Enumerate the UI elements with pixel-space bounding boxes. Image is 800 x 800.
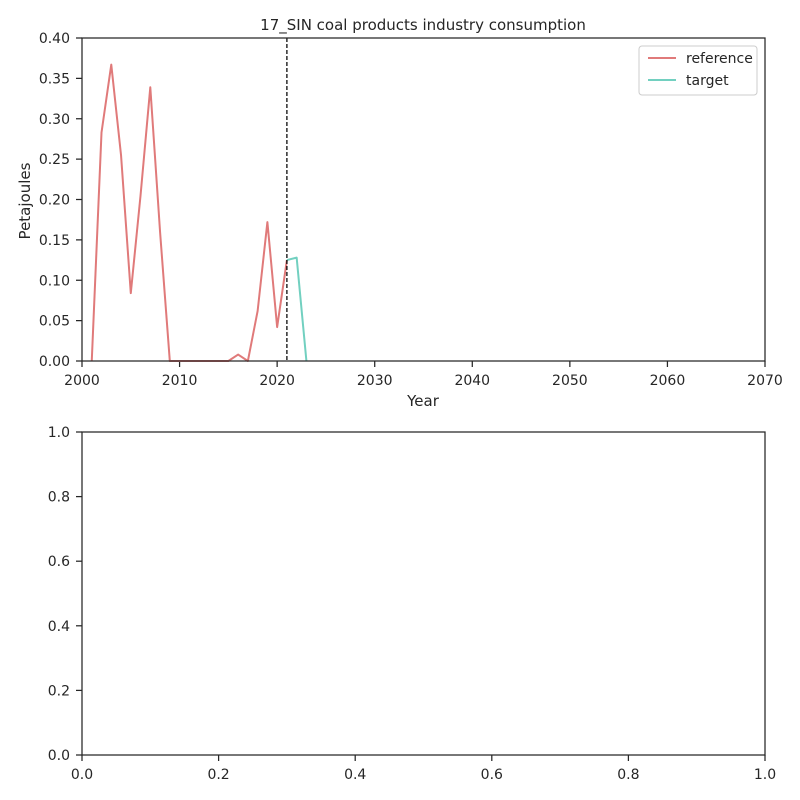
x-tick-label: 0.4 xyxy=(344,767,366,783)
x-tick-label: 2060 xyxy=(650,373,686,389)
y-tick-label: 0.00 xyxy=(39,354,70,370)
x-tick-label: 2000 xyxy=(64,373,100,389)
x-axis-label: Year xyxy=(406,392,440,410)
x-tick-label: 0.2 xyxy=(207,767,229,783)
y-tick-label: 0.4 xyxy=(48,619,70,635)
chart-title: 17_SIN coal products industry consumptio… xyxy=(260,16,586,35)
axes-frame xyxy=(81,431,766,756)
y-tick-label: 0.35 xyxy=(39,71,70,87)
y-tick-label: 0.2 xyxy=(48,683,70,699)
y-tick-label: 1.0 xyxy=(48,425,70,441)
y-axis-label: Petajoules xyxy=(16,162,34,239)
x-tick-label: 2020 xyxy=(259,373,295,389)
y-tick-label: 0.20 xyxy=(39,193,70,209)
y-tick-label: 0.25 xyxy=(39,152,70,168)
x-tick-label: 2030 xyxy=(357,373,393,389)
y-tick-label: 0.0 xyxy=(48,748,70,764)
legend-label-target: target xyxy=(686,73,729,89)
y-tick-label: 0.15 xyxy=(39,233,70,249)
y-tick-label: 0.30 xyxy=(39,112,70,128)
x-tick-label: 1.0 xyxy=(754,767,776,783)
x-tick-label: 2040 xyxy=(454,373,490,389)
x-tick-label: 0.6 xyxy=(481,767,503,783)
x-tick-label: 0.0 xyxy=(71,767,93,783)
y-tick-label: 0.40 xyxy=(39,31,70,47)
x-tick-label: 2010 xyxy=(162,373,198,389)
x-tick-label: 0.8 xyxy=(617,767,639,783)
legend: reference target xyxy=(638,45,758,96)
tick-group: 2000 2010 2020 2030 2040 2050 2060 2070 0.00 0.05… xyxy=(39,31,783,389)
bottom-chart: 0.0 0.2 0.4 0.6 0.8 1.0 0.0 0.2 0.4 0.6 0.8 1.0 xyxy=(48,425,776,783)
x-tick-label: 2050 xyxy=(552,373,588,389)
axes-frame xyxy=(81,37,766,362)
y-tick-label: 0.05 xyxy=(39,314,70,330)
legend-label-reference: reference xyxy=(686,51,753,67)
y-tick-label: 0.10 xyxy=(39,273,70,289)
y-tick-label: 0.8 xyxy=(48,490,70,506)
x-tick-label: 2070 xyxy=(747,373,783,389)
tick-group: 0.0 0.2 0.4 0.6 0.8 1.0 0.0 0.2 0.4 0.6 0.8 1.0 xyxy=(48,425,776,783)
top-chart: 17_SIN coal products industry consumptio… xyxy=(16,16,783,410)
series-line-target xyxy=(286,256,308,362)
y-tick-label: 0.6 xyxy=(48,554,70,570)
